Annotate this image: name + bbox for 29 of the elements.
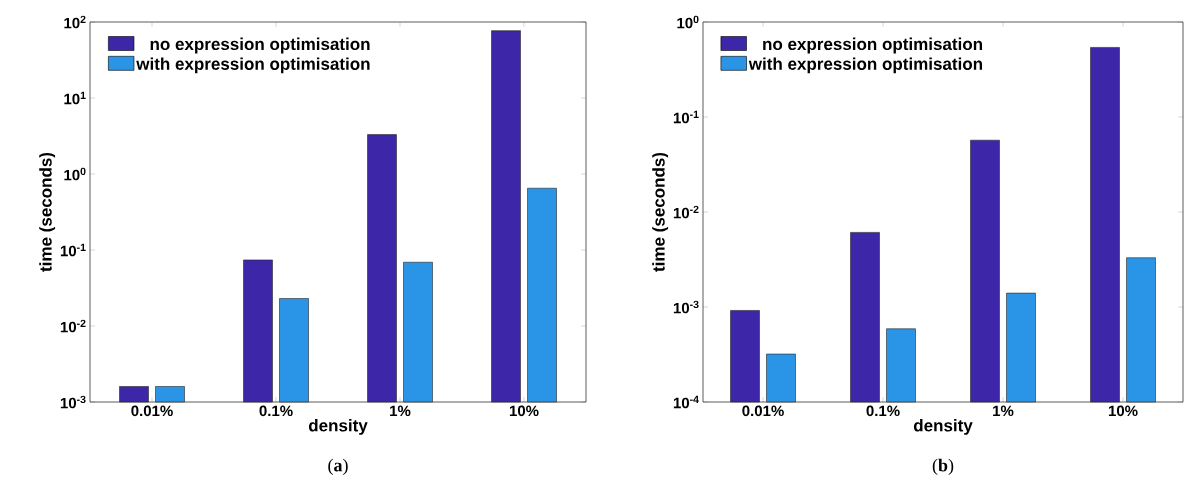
y-axis-title: time (seconds) — [39, 152, 56, 272]
y-tick-label: 10$^{2}$ — [64, 15, 86, 29]
y-tick-label: 10$^{-3}$ — [60, 395, 86, 409]
y-tick-label: 10$^{0}$ — [677, 15, 699, 29]
text: (b) — [932, 458, 954, 476]
legend-label: with expression optimisation — [136, 57, 370, 74]
y-tick-label: 10$^{0}$ — [64, 167, 86, 181]
x-tick-label: 0.1% — [259, 405, 293, 417]
y-tick-label: 10$^{-3}$ — [673, 300, 699, 314]
x-axis-title: density — [308, 419, 368, 435]
y-tick-label: 10$^{-2}$ — [60, 319, 86, 333]
x-tick-label: 1% — [993, 405, 1014, 417]
text: (a) — [328, 458, 348, 476]
y-tick-label: 10$^{-1}$ — [673, 110, 699, 124]
x-axis-title: density — [913, 419, 973, 435]
y-tick-label: 10$^{-4}$ — [673, 395, 699, 409]
y-tick-label: 10$^{1}$ — [64, 91, 86, 105]
legend-label: with expression optimisation — [748, 57, 983, 74]
legend-label: no expression optimisation — [150, 37, 370, 54]
x-tick-label: 0.1% — [866, 405, 900, 417]
x-tick-label: 10% — [1108, 405, 1138, 417]
x-tick-label: 10% — [509, 405, 539, 417]
x-tick-label: 0.01% — [742, 405, 784, 417]
x-tick-label: 1% — [390, 405, 411, 417]
y-tick-label: 10$^{-1}$ — [60, 243, 86, 257]
legend-label: no expression optimisation — [763, 37, 983, 54]
y-axis-title: time (seconds) — [652, 152, 669, 272]
y-tick-label: 10$^{-2}$ — [673, 205, 699, 219]
x-tick-label: 0.01% — [131, 405, 173, 417]
